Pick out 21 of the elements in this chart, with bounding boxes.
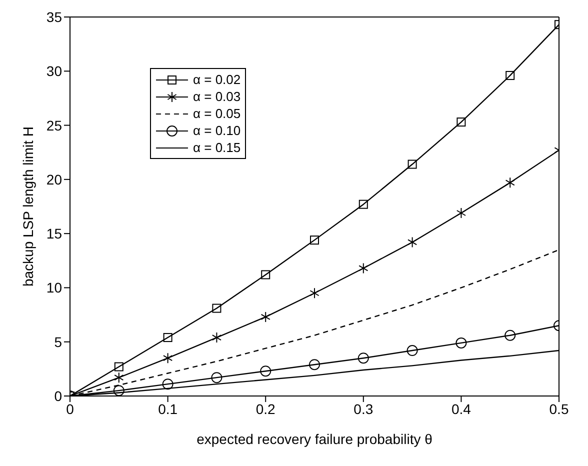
x-tick-label: 0.5 [549, 400, 569, 417]
x-tick-label: 0.1 [158, 400, 178, 417]
x-tick-label: 0.3 [354, 400, 374, 417]
legend-label: α = 0.15 [193, 140, 241, 155]
y-tick-label: 25 [46, 117, 62, 134]
y-tick-label: 35 [46, 8, 62, 25]
y-tick-label: 20 [46, 171, 62, 188]
x-tick-label: 0 [66, 400, 74, 417]
x-axis-title: expected recovery failure probability θ [196, 431, 433, 447]
y-axis-title: backup LSP length limit H [20, 126, 36, 287]
y-tick-label: 30 [46, 63, 62, 80]
x-tick-label: 0.4 [451, 400, 472, 417]
legend-label: α = 0.10 [193, 123, 241, 138]
y-tick-label: 15 [46, 226, 62, 242]
legend-label: α = 0.02 [193, 72, 241, 87]
y-tick-label: 5 [54, 334, 62, 350]
y-tick-label: 0 [54, 388, 62, 404]
x-tick-label: 0.2 [256, 400, 276, 417]
legend-label: α = 0.05 [193, 106, 241, 121]
legend-label: α = 0.03 [193, 89, 241, 104]
y-tick-label: 10 [46, 280, 62, 296]
